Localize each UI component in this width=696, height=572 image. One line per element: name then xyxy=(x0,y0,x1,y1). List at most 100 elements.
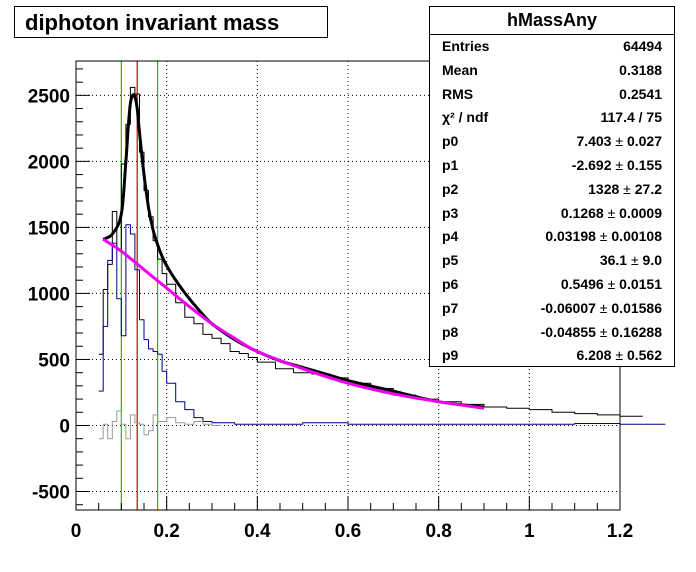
stats-label: p0 xyxy=(442,133,459,150)
x-tick-label: 1 xyxy=(524,521,535,542)
stats-label: p6 xyxy=(442,275,459,292)
plus-minus-symbol: ± xyxy=(595,299,612,316)
x-tick-label: 0.6 xyxy=(335,521,361,542)
series-line-4 xyxy=(102,238,485,410)
stats-label: p2 xyxy=(442,180,459,197)
stats-value-error: 0.027 xyxy=(626,133,662,150)
stats-label: p5 xyxy=(442,252,459,269)
stats-row-p2: p2 1328 ± 27.2 xyxy=(430,178,674,202)
plus-minus-symbol: ± xyxy=(595,323,612,340)
series-line-1 xyxy=(98,224,666,425)
stats-row-p1: p1 -2.692 ± 0.155 xyxy=(430,154,674,178)
marker-lines xyxy=(120,61,159,510)
stats-row-mean: Mean 0.3188 xyxy=(430,59,674,83)
plus-minus-symbol: ± xyxy=(611,347,627,364)
y-tick-label: 1000 xyxy=(28,284,70,305)
stats-value-number: 0.2541 xyxy=(619,85,662,102)
stats-rows: Entries 64494 Mean 0.3188 RMS 0.2541 χ² / ndf 1… xyxy=(430,35,674,368)
series-line-2 xyxy=(98,410,222,440)
plus-minus-symbol: ± xyxy=(627,252,643,269)
stats-value-error: 0.155 xyxy=(626,156,662,173)
stats-value: 36.1 ± 9.0 xyxy=(600,252,662,268)
stats-label: RMS xyxy=(442,85,474,102)
stats-row-p4: p4 0.03198 ± 0.00108 xyxy=(430,225,674,249)
stats-value-error: 9.0 xyxy=(642,252,662,269)
stats-label: p1 xyxy=(442,156,459,173)
stats-row-p8: p8 -0.04855 ± 0.16288 xyxy=(430,321,674,345)
y-tick-label: 2000 xyxy=(28,152,70,173)
x-tick-label: 0.2 xyxy=(153,521,179,542)
stats-value: 0.1268 ± 0.0009 xyxy=(561,205,662,221)
stats-value: -0.06007 ± 0.01586 xyxy=(541,300,662,316)
stats-value-error: 0.0151 xyxy=(619,275,662,292)
stats-value-number: -0.06007 xyxy=(540,299,596,316)
stats-value: 0.5496 ± 0.0151 xyxy=(561,276,662,292)
stats-label: Entries xyxy=(442,38,490,54)
stats-row-p6: p6 0.5496 ± 0.0151 xyxy=(430,273,674,297)
x-tick-label: 1.2 xyxy=(607,521,633,542)
y-tick-label: 1500 xyxy=(28,218,70,239)
data-series xyxy=(98,86,666,440)
stats-value-number: 117.4 / 75 xyxy=(600,109,662,126)
plus-minus-symbol: ± xyxy=(595,228,612,245)
stats-value-number: 64494 xyxy=(623,38,662,54)
stats-value-number: 0.5496 xyxy=(560,275,604,292)
stats-value-number: 7.403 xyxy=(576,133,612,150)
x-tick-label: 0.8 xyxy=(425,521,451,542)
stats-label: p4 xyxy=(442,228,459,245)
y-tick-label: 2500 xyxy=(28,86,70,107)
stats-value: 0.3188 xyxy=(619,62,662,78)
stats-row-entries: Entries 64494 xyxy=(430,35,674,59)
stats-row-p9: p9 6.208 ± 0.562 xyxy=(430,344,674,368)
y-tick-label: 500 xyxy=(38,350,70,371)
stats-value-error: 0.00108 xyxy=(611,228,662,245)
series-line-3 xyxy=(102,93,485,409)
stats-row-p7: p7 -0.06007 ± 0.01586 xyxy=(430,297,674,321)
plus-minus-symbol: ± xyxy=(603,204,620,221)
stats-value: -0.04855 ± 0.16288 xyxy=(541,324,662,340)
stats-value-number: 0.3188 xyxy=(619,61,662,78)
stats-value-error: 0.562 xyxy=(626,347,662,364)
stats-value: 0.2541 xyxy=(619,86,662,102)
stats-value: 0.03198 ± 0.00108 xyxy=(545,228,662,244)
series-line-0 xyxy=(98,86,643,417)
stats-label: Mean xyxy=(442,61,478,78)
stats-value-number: 0.03198 xyxy=(545,228,596,245)
stats-value: 7.403 ± 0.027 xyxy=(576,133,662,149)
plus-minus-symbol: ± xyxy=(611,133,627,150)
stats-row-ndf: χ² / ndf 117.4 / 75 xyxy=(430,106,674,130)
stats-value-number: -0.04855 xyxy=(540,323,596,340)
stats-value: 64494 xyxy=(623,38,662,54)
y-tick-label: -500 xyxy=(32,483,70,504)
stats-box: hMassAny Entries 64494 Mean 0.3188 RMS 0.2541… xyxy=(429,6,675,367)
stats-label: p9 xyxy=(442,347,459,364)
stats-label: p8 xyxy=(442,323,459,340)
stats-value: -2.692 ± 0.155 xyxy=(572,157,662,173)
plus-minus-symbol: ± xyxy=(619,180,635,197)
y-tick-label: 0 xyxy=(59,416,70,437)
stats-value-number: 6.208 xyxy=(576,347,612,364)
stats-label: p7 xyxy=(442,299,459,316)
plus-minus-symbol: ± xyxy=(603,275,620,292)
stats-value: 6.208 ± 0.562 xyxy=(576,347,662,363)
stats-label: χ² / ndf xyxy=(442,109,489,126)
x-axis: 0 0.2 0.4 0.6 0.8 1 1.2 xyxy=(71,496,633,542)
plus-minus-symbol: ± xyxy=(611,156,627,173)
stats-value-number: -2.692 xyxy=(571,156,612,173)
chart-title: diphoton invariant mass xyxy=(25,10,280,35)
stats-value-error: 0.16288 xyxy=(611,323,662,340)
chart-title-box: diphoton invariant mass xyxy=(14,6,328,38)
y-axis: -500 0 500 1000 1500 2000 2500 xyxy=(28,68,90,506)
x-tick-label: 0 xyxy=(71,521,82,542)
stats-row-p3: p3 0.1268 ± 0.0009 xyxy=(430,202,674,226)
stats-row-p0: p0 7.403 ± 0.027 xyxy=(430,130,674,154)
stats-label: p3 xyxy=(442,204,459,221)
stats-value: 1328 ± 27.2 xyxy=(588,181,662,197)
stats-value-number: 0.1268 xyxy=(560,204,604,221)
stats-value-number: 36.1 xyxy=(599,252,628,269)
stats-value-error: 27.2 xyxy=(634,180,662,197)
stats-value-error: 0.0009 xyxy=(619,204,662,221)
stats-value-number: 1328 xyxy=(588,180,620,197)
stats-row-rms: RMS 0.2541 xyxy=(430,83,674,107)
stats-value-error: 0.01586 xyxy=(611,299,662,316)
